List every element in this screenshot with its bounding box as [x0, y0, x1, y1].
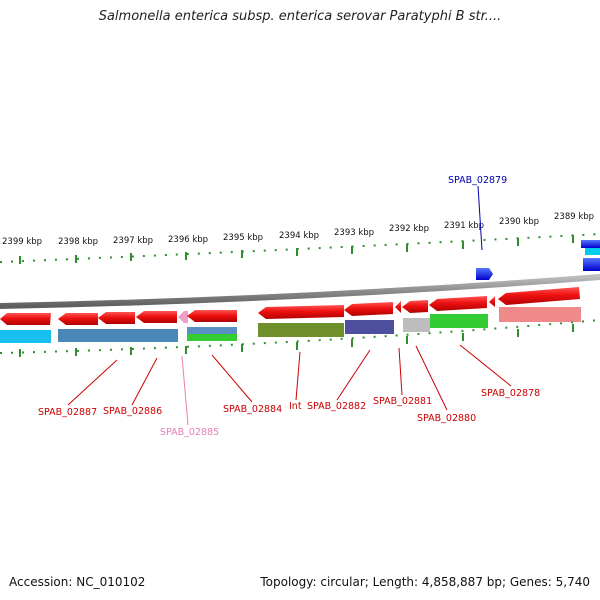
scale-ruler-bottom: [0, 319, 600, 357]
scale-label: 2389 kbp: [554, 212, 594, 222]
organism-title: Salmonella enterica subsp. enterica sero…: [98, 9, 502, 24]
gene-label[interactable]: SPAB_02878: [481, 388, 540, 399]
scale-label: 2393 kbp: [334, 228, 374, 238]
scale-label: 2398 kbp: [58, 237, 98, 247]
genome-backbone: [0, 274, 600, 309]
gene-label[interactable]: Int: [289, 401, 302, 412]
scale-label: 2394 kbp: [279, 231, 319, 241]
scale-label: 2395 kbp: [223, 233, 263, 243]
scale-ruler-top: 2399 kbp 2398 kbp 2397 kbp 2396 kbp 2395…: [0, 212, 600, 264]
gene-arrow-blue[interactable]: [476, 268, 493, 280]
genome-summary-text: Topology: circular; Length: 4,858,887 bp…: [260, 575, 590, 589]
feature-blocks: [0, 307, 581, 343]
scale-label: 2396 kbp: [168, 235, 208, 245]
gene-label[interactable]: SPAB_02887: [38, 407, 97, 418]
gene-label[interactable]: SPAB_02880: [417, 413, 476, 424]
scale-label: 2397 kbp: [113, 236, 153, 246]
gene-label-top: SPAB_02879: [448, 175, 507, 186]
scale-label: 2391 kbp: [444, 221, 484, 231]
scale-label: 2399 kbp: [2, 237, 42, 247]
gene-label[interactable]: SPAB_02886: [103, 406, 162, 417]
gene-label[interactable]: SPAB_02882: [307, 401, 366, 412]
right-edge-features: [581, 240, 600, 271]
reverse-strand-genes[interactable]: [0, 287, 580, 325]
gene-label[interactable]: SPAB_02884: [223, 404, 282, 415]
scale-label: 2392 kbp: [389, 224, 429, 234]
scale-label: 2390 kbp: [499, 217, 539, 227]
label-leader-lines: [67, 344, 512, 426]
gene-label[interactable]: SPAB_02881: [373, 396, 432, 407]
gene-label[interactable]: SPAB_02885: [160, 427, 219, 438]
accession-text: Accession: NC_010102: [9, 575, 146, 589]
gene-spab-02879[interactable]: SPAB_02879: [448, 175, 507, 251]
